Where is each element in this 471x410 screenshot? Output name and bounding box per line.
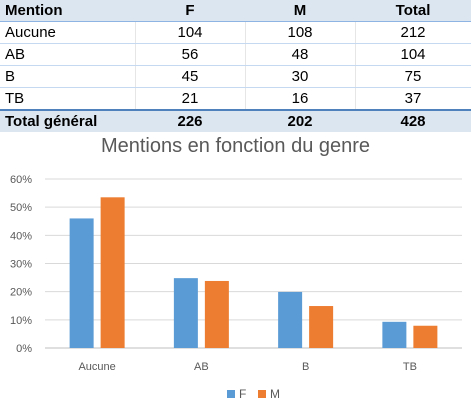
- x-tick-label: B: [302, 361, 309, 373]
- table-row: AB 56 48 104: [0, 43, 471, 66]
- cell[interactable]: 108: [245, 21, 356, 44]
- cell[interactable]: 48: [245, 43, 356, 66]
- cell[interactable]: B: [0, 65, 136, 88]
- total-f[interactable]: 226: [135, 109, 245, 132]
- cell[interactable]: 104: [355, 43, 471, 66]
- chart-title: Mentions en fonction du genre: [100, 135, 371, 157]
- legend-swatch-f: [227, 390, 235, 398]
- bar-m-aucune: [100, 197, 125, 348]
- cell[interactable]: 45: [135, 65, 246, 88]
- x-tick-label: TB: [403, 361, 417, 373]
- y-tick-label: 50%: [10, 202, 32, 214]
- x-tick-label: AB: [194, 361, 209, 373]
- bar-f-tb: [382, 321, 407, 348]
- total-m[interactable]: 202: [245, 109, 355, 132]
- table-header-row: Mention F M Total: [0, 0, 471, 22]
- bar-f-aucune: [69, 218, 94, 348]
- y-tick-label: 20%: [10, 287, 32, 299]
- legend-swatch-m: [258, 390, 266, 398]
- y-tick-label: 40%: [10, 230, 32, 242]
- bar-m-b: [309, 306, 334, 348]
- legend-label-m: M: [270, 387, 280, 401]
- y-tick-label: 0%: [16, 343, 32, 355]
- y-tick-label: 30%: [10, 259, 32, 271]
- header-mention[interactable]: Mention: [0, 0, 135, 22]
- x-tick-label: Aucune: [78, 361, 115, 373]
- y-tick-label: 60%: [10, 174, 32, 186]
- cell[interactable]: 37: [355, 87, 471, 111]
- table-row: TB 21 16 37: [0, 87, 471, 111]
- table-row: B 45 30 75: [0, 65, 471, 88]
- header-total[interactable]: Total: [355, 0, 471, 22]
- cell[interactable]: 75: [355, 65, 471, 88]
- cell[interactable]: 16: [245, 87, 356, 111]
- bar-m-ab: [204, 280, 229, 348]
- bar-m-tb: [413, 325, 438, 348]
- table-row: Aucune 104 108 212: [0, 21, 471, 44]
- bar-f-ab: [173, 278, 198, 348]
- total-label[interactable]: Total général: [0, 109, 135, 132]
- bar-f-b: [278, 291, 303, 348]
- cell[interactable]: 104: [135, 21, 246, 44]
- cell[interactable]: AB: [0, 43, 136, 66]
- cell[interactable]: 56: [135, 43, 246, 66]
- cell[interactable]: 30: [245, 65, 356, 88]
- header-m[interactable]: M: [245, 0, 355, 22]
- cell[interactable]: Aucune: [0, 21, 136, 44]
- legend-label-f: F: [239, 387, 246, 401]
- mentions-table: Mention F M Total Aucune 104 108 212 AB …: [0, 0, 471, 132]
- total-all[interactable]: 428: [355, 109, 471, 132]
- table-total-row: Total général 226 202 428: [0, 109, 471, 132]
- header-f[interactable]: F: [135, 0, 245, 22]
- y-tick-label: 10%: [10, 315, 32, 327]
